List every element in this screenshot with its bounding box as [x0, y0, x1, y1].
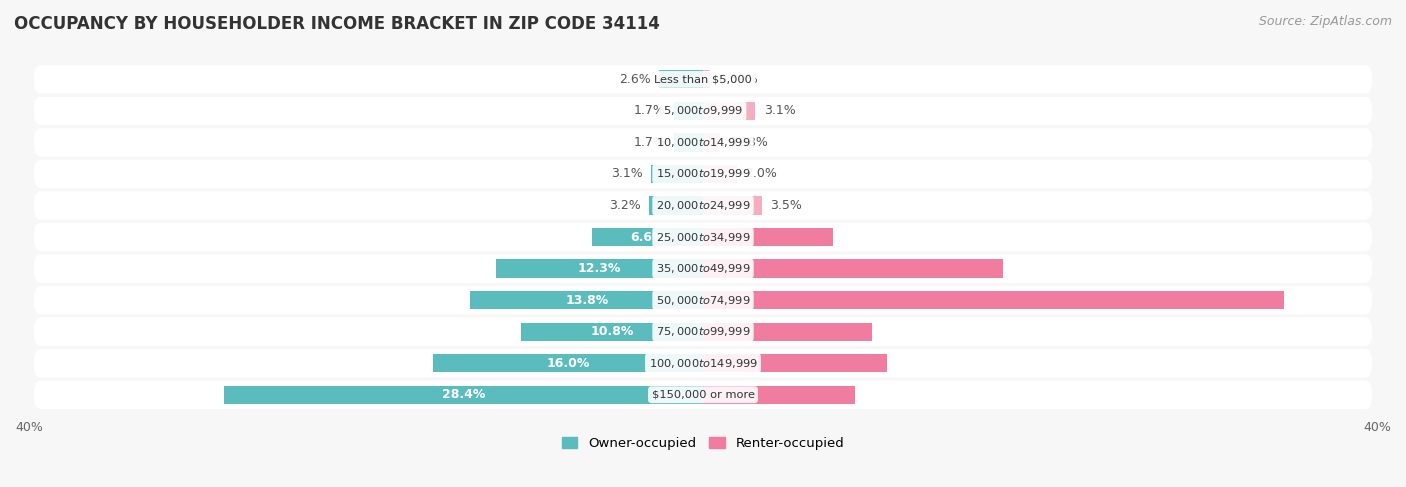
Text: Less than $5,000: Less than $5,000 [654, 75, 752, 84]
Text: Source: ZipAtlas.com: Source: ZipAtlas.com [1258, 15, 1392, 28]
FancyBboxPatch shape [34, 128, 1372, 157]
Bar [703, 354, 887, 373]
Text: 6.6%: 6.6% [630, 230, 665, 244]
Text: $75,000 to $99,999: $75,000 to $99,999 [655, 325, 751, 338]
Text: 9.0%: 9.0% [863, 388, 897, 401]
Text: 10.0%: 10.0% [880, 325, 924, 338]
Text: $5,000 to $9,999: $5,000 to $9,999 [664, 104, 742, 117]
Bar [522, 322, 703, 341]
Bar [675, 133, 703, 151]
Bar [225, 386, 703, 404]
Text: $50,000 to $74,999: $50,000 to $74,999 [655, 294, 751, 307]
Text: 10.9%: 10.9% [896, 356, 938, 370]
Bar [651, 165, 703, 183]
Bar [650, 196, 703, 215]
FancyBboxPatch shape [34, 254, 1372, 283]
Text: $25,000 to $34,999: $25,000 to $34,999 [655, 230, 751, 244]
FancyBboxPatch shape [34, 160, 1372, 188]
Text: $10,000 to $14,999: $10,000 to $14,999 [655, 136, 751, 149]
FancyBboxPatch shape [34, 286, 1372, 314]
Text: 16.0%: 16.0% [547, 356, 591, 370]
Text: 2.0%: 2.0% [745, 168, 778, 181]
Text: 7.7%: 7.7% [841, 230, 876, 244]
Text: OCCUPANCY BY HOUSEHOLDER INCOME BRACKET IN ZIP CODE 34114: OCCUPANCY BY HOUSEHOLDER INCOME BRACKET … [14, 15, 659, 33]
Bar [433, 354, 703, 373]
Bar [592, 228, 703, 246]
Bar [703, 228, 832, 246]
FancyBboxPatch shape [34, 65, 1372, 94]
FancyBboxPatch shape [34, 380, 1372, 409]
Text: 34.5%: 34.5% [1292, 294, 1336, 307]
Text: $100,000 to $149,999: $100,000 to $149,999 [648, 356, 758, 370]
Bar [703, 133, 720, 151]
Text: 13.8%: 13.8% [565, 294, 609, 307]
Text: 1.7%: 1.7% [634, 136, 666, 149]
Text: 3.5%: 3.5% [770, 199, 803, 212]
Bar [703, 291, 1284, 309]
Text: 12.3%: 12.3% [578, 262, 621, 275]
FancyBboxPatch shape [34, 191, 1372, 220]
Bar [659, 70, 703, 89]
Text: 0.98%: 0.98% [728, 136, 768, 149]
FancyBboxPatch shape [34, 97, 1372, 125]
Bar [471, 291, 703, 309]
Bar [703, 70, 710, 89]
Bar [703, 322, 872, 341]
Legend: Owner-occupied, Renter-occupied: Owner-occupied, Renter-occupied [557, 431, 849, 455]
Text: 3.1%: 3.1% [763, 104, 796, 117]
Bar [703, 165, 737, 183]
Text: 28.4%: 28.4% [441, 388, 485, 401]
Text: 0.39%: 0.39% [718, 73, 758, 86]
Text: $35,000 to $49,999: $35,000 to $49,999 [655, 262, 751, 275]
Bar [703, 260, 1002, 278]
Bar [675, 102, 703, 120]
Text: 3.2%: 3.2% [609, 199, 641, 212]
Text: $15,000 to $19,999: $15,000 to $19,999 [655, 168, 751, 181]
Text: 1.7%: 1.7% [634, 104, 666, 117]
Text: $20,000 to $24,999: $20,000 to $24,999 [655, 199, 751, 212]
FancyBboxPatch shape [34, 223, 1372, 251]
Text: 3.1%: 3.1% [610, 168, 643, 181]
Text: $150,000 or more: $150,000 or more [651, 390, 755, 400]
Text: 2.6%: 2.6% [619, 73, 651, 86]
Bar [703, 386, 855, 404]
Text: 10.8%: 10.8% [591, 325, 634, 338]
FancyBboxPatch shape [34, 349, 1372, 377]
FancyBboxPatch shape [34, 318, 1372, 346]
Bar [496, 260, 703, 278]
Bar [703, 196, 762, 215]
Bar [703, 102, 755, 120]
Text: 17.8%: 17.8% [1011, 262, 1054, 275]
